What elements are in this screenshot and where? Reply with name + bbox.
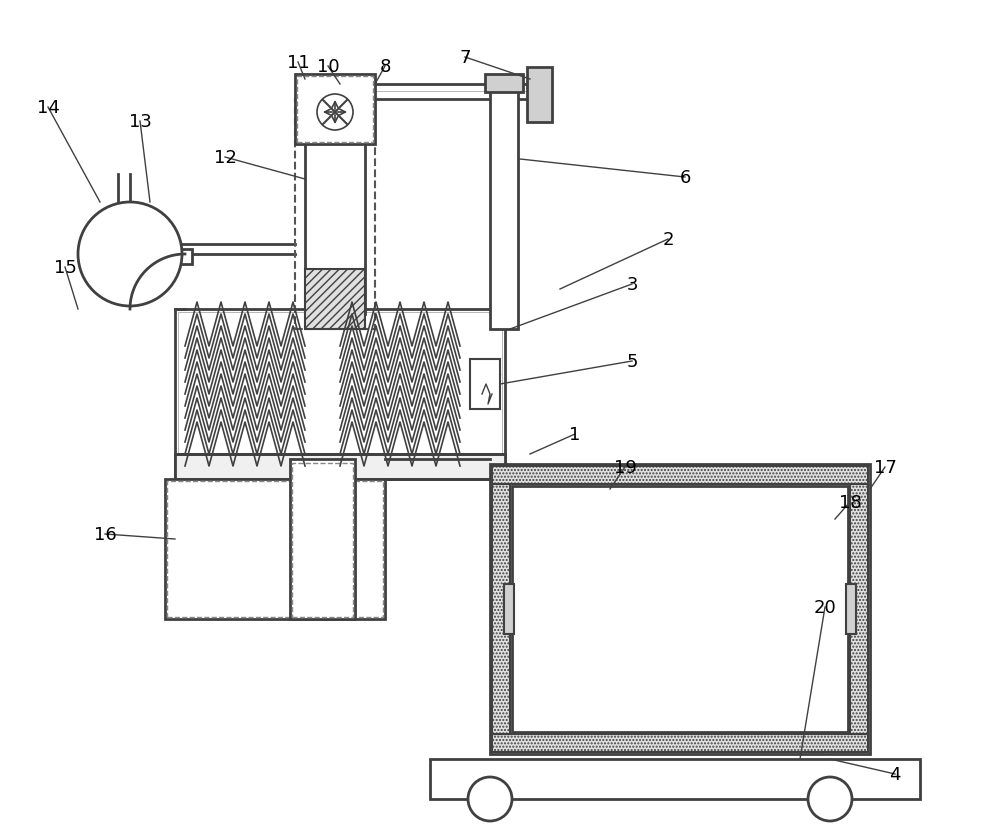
Text: 10: 10 [317, 58, 339, 76]
Bar [297, 77, 373, 143]
Bar [490, 80, 518, 330]
Text: 16: 16 [94, 525, 116, 543]
Bar [527, 68, 552, 123]
Bar [175, 309, 505, 480]
Text: 8: 8 [379, 58, 391, 76]
Text: 11: 11 [287, 54, 309, 72]
Text: 19: 19 [614, 458, 636, 476]
Text: 7: 7 [459, 49, 471, 67]
Bar [292, 463, 353, 617]
Bar [470, 360, 500, 409]
Text: 5: 5 [626, 352, 638, 370]
Bar [178, 313, 502, 476]
Bar [165, 480, 385, 619]
Text: 1: 1 [569, 425, 581, 443]
Circle shape [808, 777, 852, 821]
Bar [175, 455, 505, 480]
Text: 12: 12 [214, 149, 236, 167]
Text: 13: 13 [129, 112, 151, 131]
Circle shape [78, 203, 182, 307]
Bar [305, 270, 365, 330]
Bar [290, 460, 355, 619]
Text: 20: 20 [814, 598, 836, 616]
Text: 15: 15 [54, 259, 76, 277]
Text: 4: 4 [889, 765, 901, 783]
Bar [846, 585, 856, 634]
Text: 18: 18 [839, 494, 861, 511]
Bar [492, 734, 868, 752]
Bar [850, 485, 868, 734]
Circle shape [468, 777, 512, 821]
Bar [305, 105, 365, 314]
Bar [512, 486, 848, 732]
Text: 14: 14 [37, 99, 59, 117]
Bar [490, 465, 870, 754]
Text: 17: 17 [874, 458, 896, 476]
Text: 6: 6 [679, 169, 691, 187]
Text: 3: 3 [626, 275, 638, 294]
Bar [485, 75, 523, 93]
Bar [167, 481, 383, 617]
Bar [295, 100, 375, 330]
Bar [295, 75, 375, 145]
Bar [504, 585, 514, 634]
Bar [492, 485, 510, 734]
Bar [113, 250, 192, 265]
Bar [492, 466, 868, 485]
Circle shape [317, 95, 353, 131]
Text: 2: 2 [662, 231, 674, 249]
Bar [430, 759, 920, 799]
